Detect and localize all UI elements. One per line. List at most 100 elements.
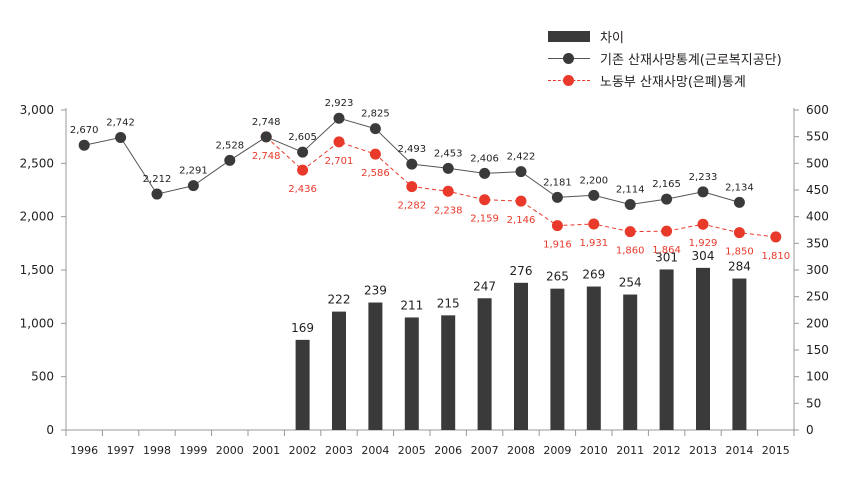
series-point-1 [479, 167, 491, 179]
series-point-2 [297, 164, 309, 176]
series-point-1 [551, 191, 563, 203]
line-data-label-2: 1,929 [689, 238, 718, 249]
legend-label: 차이 [600, 31, 624, 46]
series-point-1 [406, 158, 418, 170]
line-data-label-1: 2,291 [179, 166, 208, 177]
x-tick-label: 2010 [580, 444, 608, 457]
line-series [78, 112, 782, 243]
line-data-label-1: 2,748 [252, 117, 281, 128]
series-point-1 [588, 189, 600, 201]
x-tick-label: 1999 [179, 444, 207, 457]
line-data-label-2: 1,850 [725, 247, 754, 258]
legend-label: 기존 산재사망통계(근로복지공단) [600, 53, 782, 68]
series-point-2 [588, 218, 600, 230]
line-data-label-2: 2,282 [397, 201, 426, 212]
series-point-2 [661, 225, 673, 237]
right-tick-label: 300 [806, 263, 829, 277]
series-point-1 [515, 166, 527, 178]
series-point-2 [697, 218, 709, 230]
series-point-1 [151, 188, 163, 200]
x-tick-label: 2015 [762, 444, 790, 457]
left-tick-label: 2,500 [20, 156, 54, 170]
chart-axes: 0 500 1,000 1,500 2,000 2,500 3,000 0 50 100 150 20… [20, 103, 829, 457]
left-tick-label: 500 [31, 370, 54, 384]
series-point-1 [369, 123, 381, 135]
legend-swatch-bar [548, 31, 590, 42]
line-data-label-2: 1,810 [761, 251, 790, 262]
x-tick-label: 2008 [507, 444, 535, 457]
line-data-label-1: 2,233 [689, 172, 718, 183]
bar [332, 311, 346, 430]
line-data-label-1: 2,114 [616, 185, 645, 196]
bar-data-label: 284 [728, 260, 751, 274]
line-data-label-1: 2,670 [70, 125, 99, 136]
series-point-1 [187, 180, 199, 192]
series-point-1 [333, 112, 345, 124]
right-tick-label: 600 [806, 103, 829, 117]
line-data-label-2: 2,748 [252, 151, 281, 162]
bar [732, 278, 747, 430]
right-tick-label: 50 [806, 396, 821, 410]
bar [623, 294, 638, 430]
series-point-1 [442, 162, 454, 174]
series-point-2 [479, 194, 491, 206]
line-data-label-1: 2,165 [652, 179, 681, 190]
x-tick-label: 1998 [143, 444, 171, 457]
line-data-label-2: 1,916 [543, 240, 572, 251]
bar-data-label: 304 [692, 249, 715, 263]
line-data-label-1: 2,528 [215, 140, 244, 151]
line-data-label-1: 2,453 [434, 148, 463, 159]
line-data-label-1: 2,181 [543, 177, 572, 188]
x-tick-label: 2007 [471, 444, 499, 457]
series-point-1 [624, 199, 636, 211]
line-data-label-1: 2,923 [325, 98, 354, 109]
bar-data-label: 215 [437, 296, 460, 310]
bar [659, 269, 674, 430]
x-tick-label: 2001 [252, 444, 280, 457]
left-tick-label: 3,000 [20, 103, 54, 117]
right-tick-label: 200 [806, 316, 829, 330]
series-point-2 [733, 227, 745, 239]
line-data-label-1: 2,742 [106, 118, 135, 129]
x-tick-label: 2003 [325, 444, 353, 457]
x-tick-label: 2009 [543, 444, 571, 457]
series-point-2 [551, 220, 563, 232]
line-data-label-1: 2,212 [143, 174, 172, 185]
series-point-2 [333, 136, 345, 148]
line-data-label-2: 2,238 [434, 205, 463, 216]
line-data-label-2: 2,146 [507, 215, 536, 226]
bar-data-label: 254 [619, 276, 642, 290]
right-tick-label: 150 [806, 343, 829, 357]
right-tick-label: 450 [806, 183, 829, 197]
bar-data-label: 169 [291, 321, 314, 335]
line-data-label-2: 1,864 [652, 245, 681, 256]
legend-swatch-dot [563, 75, 574, 86]
series-point-1 [78, 139, 90, 151]
bar-data-label: 222 [328, 293, 351, 307]
bar-data-label: 211 [400, 298, 423, 312]
series-point-1 [733, 196, 745, 208]
series-point-1 [260, 131, 272, 143]
line-data-label-2: 2,159 [470, 214, 499, 225]
right-tick-label: 0 [806, 423, 814, 437]
bar [441, 315, 456, 430]
series-point-1 [297, 146, 309, 158]
bar [368, 302, 383, 430]
line-data-label-2: 1,931 [579, 238, 608, 249]
series-point-2 [369, 148, 381, 160]
bar [514, 282, 528, 430]
data-labels: 169 222 239 211 215 247 276 265 269 254 301 304 284 2… [70, 98, 790, 335]
x-tick-label: 2014 [725, 444, 753, 457]
series-point-2 [515, 195, 527, 207]
x-tick-label: 2012 [653, 444, 681, 457]
line-data-label-1: 2,493 [397, 144, 426, 155]
x-tick-label: 1997 [107, 444, 135, 457]
legend-swatch-dot [563, 53, 574, 64]
series-point-1 [661, 193, 673, 205]
line-data-label-1: 2,406 [470, 153, 499, 164]
line-data-label-1: 2,605 [288, 132, 317, 143]
legend-label: 노동부 산재사망(은폐)통계 [600, 75, 746, 90]
right-tick-label: 550 [806, 130, 829, 144]
left-tick-label: 2,000 [20, 210, 54, 224]
line-data-label-1: 2,134 [725, 182, 754, 193]
